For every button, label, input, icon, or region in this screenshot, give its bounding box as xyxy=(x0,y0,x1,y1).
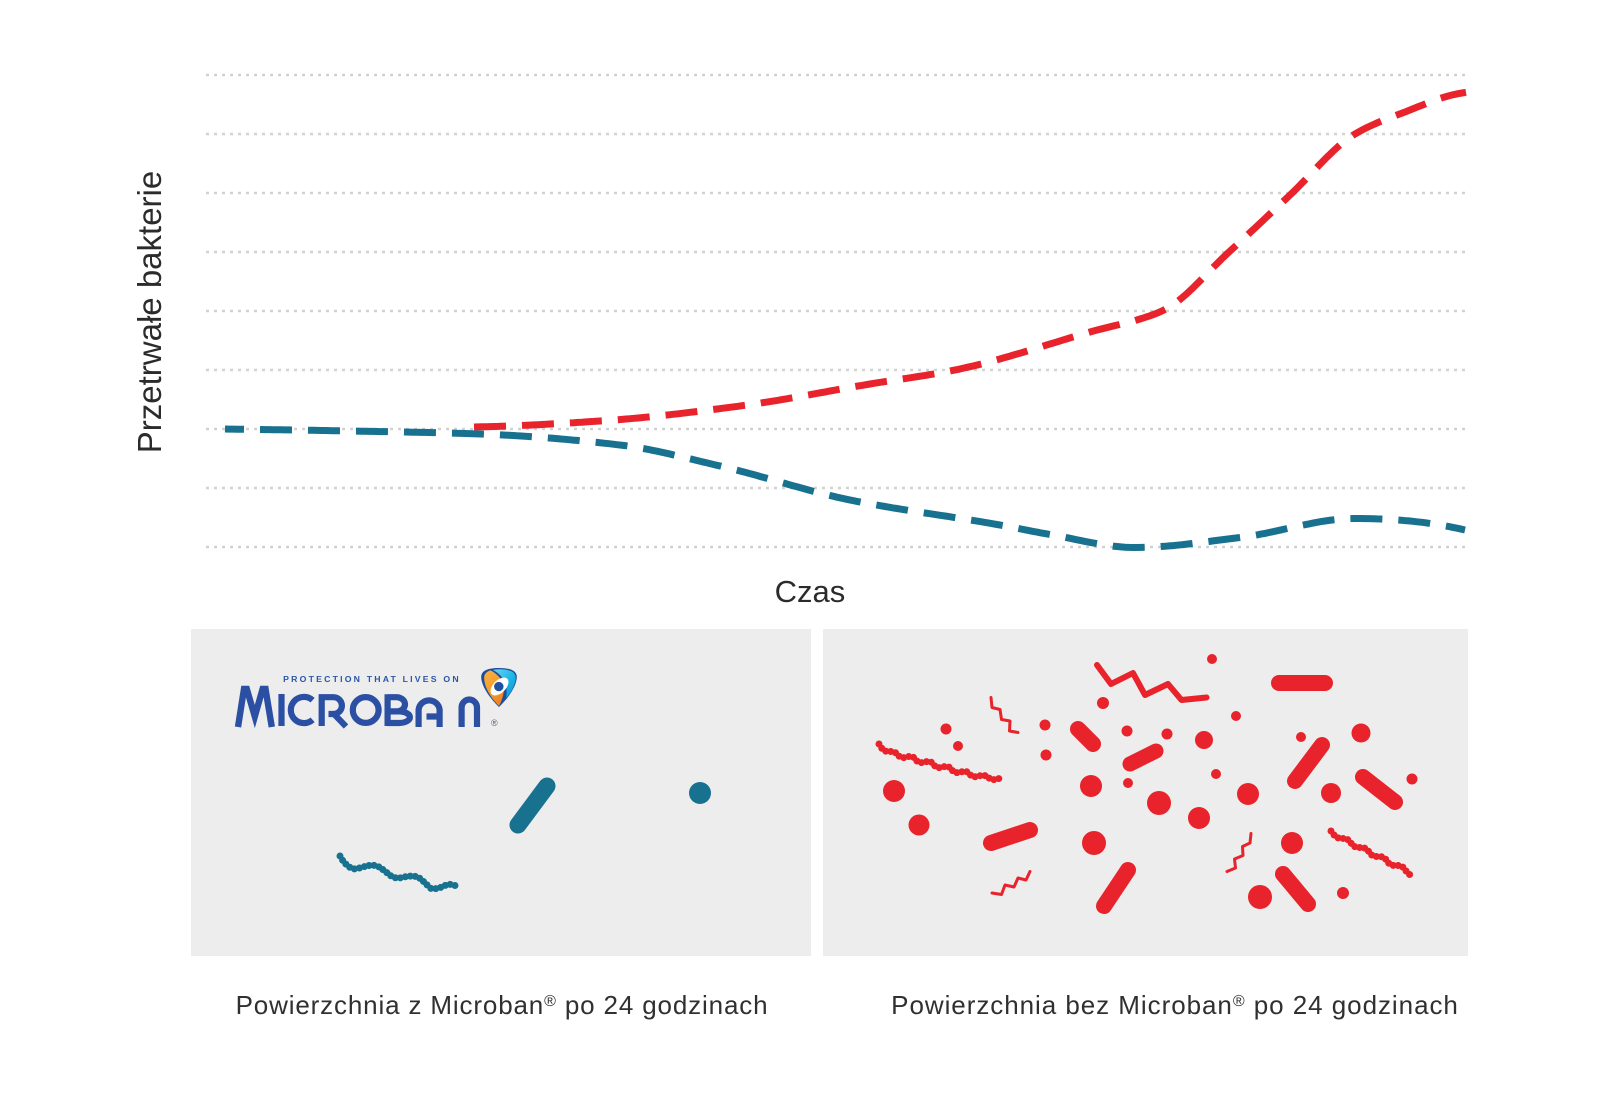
svg-text:Powierzchnia bez Microban® po: Powierzchnia bez Microban® po 24 godzina… xyxy=(891,990,1459,1020)
svg-text:Powierzchnia z Microban® po 24: Powierzchnia z Microban® po 24 godzinach xyxy=(236,990,769,1020)
svg-text:Czas: Czas xyxy=(775,574,846,609)
svg-text:PROTECTION THAT LIVES ON: PROTECTION THAT LIVES ON xyxy=(283,674,461,684)
svg-text:Przetrwałe bakterie: Przetrwałe bakterie xyxy=(131,171,168,453)
svg-text:®: ® xyxy=(491,718,498,728)
